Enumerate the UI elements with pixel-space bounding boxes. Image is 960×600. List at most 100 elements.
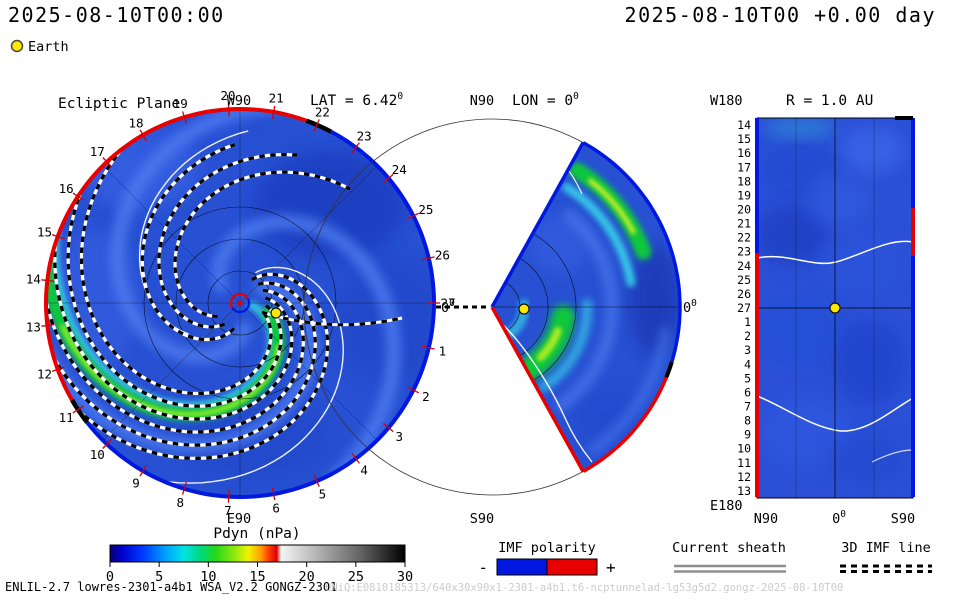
day-tick xyxy=(421,256,435,261)
current-sheet-line xyxy=(757,395,913,432)
radial-w180-label: W180 xyxy=(710,93,743,109)
colorbar-tick-label: 20 xyxy=(299,569,315,585)
radial-e180-label: E180 xyxy=(710,498,743,514)
wedge-arc-positive xyxy=(582,376,668,473)
density-arm xyxy=(211,214,402,487)
day-tick-label: 20 xyxy=(737,203,751,217)
density-band xyxy=(536,326,562,362)
day-tick xyxy=(313,474,320,487)
day-tick-label: 18 xyxy=(737,174,751,188)
density-band xyxy=(562,182,636,287)
day-tick-label: 3 xyxy=(744,343,751,357)
current-sheet-line xyxy=(757,240,913,265)
day-tick xyxy=(102,157,113,168)
day-tick-label: 10 xyxy=(737,442,751,456)
imf-line-3d xyxy=(53,242,294,421)
day-tick-label: 11 xyxy=(737,456,751,470)
density-blob xyxy=(764,119,836,137)
day-tick xyxy=(271,105,276,119)
density-blob xyxy=(757,205,828,265)
day-tick-label: 7 xyxy=(224,503,232,518)
current-sheet-line xyxy=(499,321,593,463)
imf-polarity-legend xyxy=(496,558,598,576)
day-tick-label: 10 xyxy=(90,447,105,462)
imf-line-under xyxy=(140,143,236,342)
day-tick xyxy=(227,103,230,117)
day-tick-label: 6 xyxy=(272,500,280,515)
ecliptic-w90-label: W90 xyxy=(227,93,251,109)
imf-positive-swatch xyxy=(546,558,598,576)
sun-marker xyxy=(237,300,243,306)
day-tick-label: 22 xyxy=(737,231,751,245)
imf-line-3d xyxy=(79,147,273,396)
colorbar-tick-label: 10 xyxy=(200,569,216,585)
day-tick-label: 22 xyxy=(315,105,330,120)
day-tick-label: 27 xyxy=(737,301,751,315)
radial-n90-label: N90 xyxy=(754,511,778,527)
day-tick xyxy=(382,173,394,184)
density-band xyxy=(554,209,619,412)
day-tick xyxy=(139,129,148,142)
day-tick-label: 9 xyxy=(132,476,140,491)
day-tick-label: 25 xyxy=(737,273,751,287)
imf-line-3d xyxy=(66,189,283,408)
day-tick-label: 8 xyxy=(744,414,751,428)
day-tick-label: 26 xyxy=(737,287,751,301)
day-tick xyxy=(351,452,360,464)
meridional-density-layers xyxy=(492,145,680,463)
day-tick-label: 15 xyxy=(37,224,52,239)
day-tick-label: 9 xyxy=(744,428,751,442)
density-blob xyxy=(808,174,868,226)
current-sheet-line xyxy=(118,266,344,484)
day-tick-label: 21 xyxy=(269,91,284,106)
day-tick xyxy=(139,464,148,477)
ecliptic-title: Ecliptic Plane xyxy=(58,96,180,112)
colorbar-title: Pdyn (nPa) xyxy=(213,526,300,542)
rim-sheet-crossing xyxy=(70,398,89,424)
day-tick-label: 12 xyxy=(737,470,751,484)
imf-line-3d xyxy=(47,288,305,434)
ecliptic-lat-label: LAT = 6.420 xyxy=(310,91,403,109)
ecliptic-e90-label: E90 xyxy=(227,511,251,527)
density-blob xyxy=(760,396,852,468)
rim-sheet-crossing xyxy=(305,118,333,134)
colorbar-tick-label: 30 xyxy=(397,569,413,585)
day-tick-label: 14 xyxy=(737,118,751,132)
colorbar-tick-label: 5 xyxy=(155,569,163,585)
day-tick xyxy=(102,438,113,449)
day-tick xyxy=(51,366,65,373)
day-tick-label: 11 xyxy=(59,410,74,425)
timestamp-left: 2025-08-10T00:00 xyxy=(8,3,225,27)
imf-line-3d xyxy=(76,272,330,461)
colorbar-tick-label: 25 xyxy=(348,569,364,585)
day-tick-label: 1 xyxy=(744,315,751,329)
density-blob xyxy=(757,294,846,366)
timestamp-right: 2025-08-10T00 +0.00 day xyxy=(625,3,936,27)
current-sheath-legend xyxy=(674,564,786,573)
day-tick-label: 5 xyxy=(319,487,327,502)
meridional-n90-label: N90 xyxy=(470,93,494,109)
earth-legend-label: Earth xyxy=(28,39,69,55)
day-tick xyxy=(313,119,320,132)
imf-negative-swatch xyxy=(496,558,548,576)
day-tick-label: 3 xyxy=(396,429,404,444)
day-tick-label: 17 xyxy=(90,144,105,159)
day-tick-label: 7 xyxy=(744,400,751,414)
day-tick xyxy=(181,481,188,495)
colorbar-tick-label: 0 xyxy=(106,569,114,585)
day-tick xyxy=(227,489,230,503)
inner-boundary-positive xyxy=(229,292,249,308)
day-tick-label: 12 xyxy=(37,367,52,382)
day-tick-label: 13 xyxy=(737,484,751,498)
day-tick-label: 21 xyxy=(737,217,751,231)
day-tick-label: 19 xyxy=(737,188,751,202)
colorbar-tick-label: 15 xyxy=(249,569,265,585)
imf-line-legend xyxy=(840,564,932,573)
day-tick-label: 8 xyxy=(177,495,185,510)
radial-zero-label: 00 xyxy=(832,509,846,527)
density-blob xyxy=(578,392,642,444)
day-tick-label: 20 xyxy=(220,88,235,103)
day-tick-label: 4 xyxy=(744,357,751,371)
day-tick xyxy=(271,487,276,501)
